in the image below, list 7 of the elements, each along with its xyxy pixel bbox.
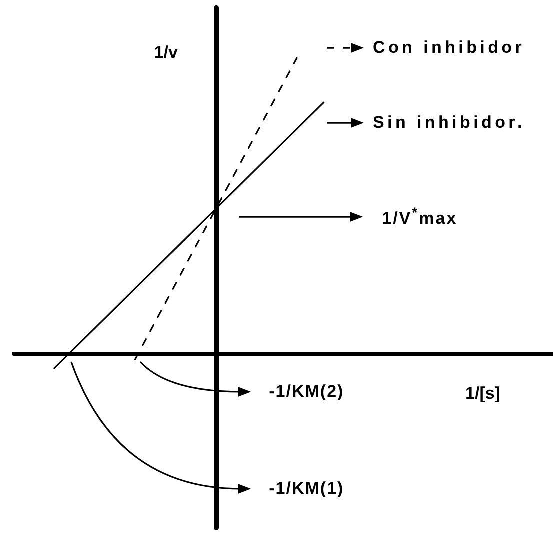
- text: -1/KM(1): [269, 479, 344, 498]
- text: -1/KM(2): [269, 382, 344, 401]
- y-axis-title: 1/v: [154, 43, 178, 62]
- legend-label: Con inhibidor: [373, 38, 526, 57]
- x-axis-title: 1/[s]: [466, 384, 500, 403]
- legend-label: Sin inhibidor.: [373, 113, 526, 132]
- annotation: 1/V$^{*}$max: [382, 205, 458, 228]
